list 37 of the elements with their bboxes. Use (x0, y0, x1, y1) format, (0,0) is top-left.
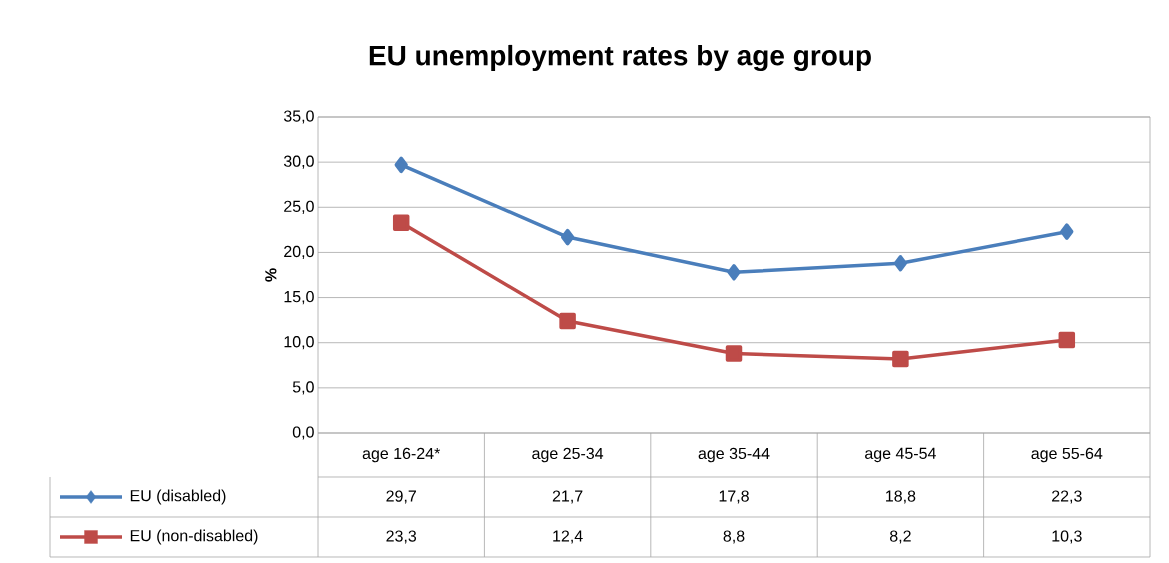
data-label: 12,4 (553, 530, 583, 544)
data-label: 8,8 (723, 530, 745, 544)
y-tick-label: 20,0 (284, 245, 314, 260)
data-label: 17,8 (719, 490, 749, 504)
x-tick-label: age 35-44 (698, 447, 770, 463)
point (727, 264, 741, 281)
data-label: 21,7 (552, 490, 583, 504)
data-label: 10,3 (1052, 530, 1082, 544)
y-tick-label: 30,0 (283, 155, 314, 169)
data-label: 18,8 (886, 490, 916, 504)
y-tick-label: 10,0 (284, 336, 314, 350)
data-label: 23,3 (386, 530, 417, 544)
point (394, 156, 408, 174)
point (560, 228, 575, 246)
y-tick-label: 15,0 (284, 290, 314, 305)
point (392, 214, 410, 231)
data-label: 22,3 (1052, 490, 1082, 504)
x-tick-label: age 25-34 (532, 447, 604, 463)
y-tick-label: 35,0 (283, 110, 314, 124)
x-tick-label: age 45-54 (865, 447, 936, 463)
data-label: 8,2 (889, 530, 911, 544)
point (1058, 331, 1076, 349)
data-label: 29,7 (386, 490, 416, 504)
point (893, 255, 908, 272)
legend-label: EU (disabled) (130, 489, 226, 505)
point (725, 345, 743, 362)
y-tick-label: 5,0 (292, 381, 314, 395)
x-tick-label: age 16-24* (362, 447, 441, 463)
x-tick-label: age 55-64 (1031, 447, 1103, 463)
y-tick-label: 0,0 (292, 426, 314, 440)
point (892, 350, 909, 368)
point (559, 312, 576, 330)
y-tick-label: 25,0 (284, 200, 314, 214)
legend-label: EU (non-disabled) (130, 529, 258, 545)
y-axis-title: % (265, 268, 277, 282)
point (1060, 223, 1074, 240)
chart-title: EU unemployment rates by age group (369, 44, 871, 72)
